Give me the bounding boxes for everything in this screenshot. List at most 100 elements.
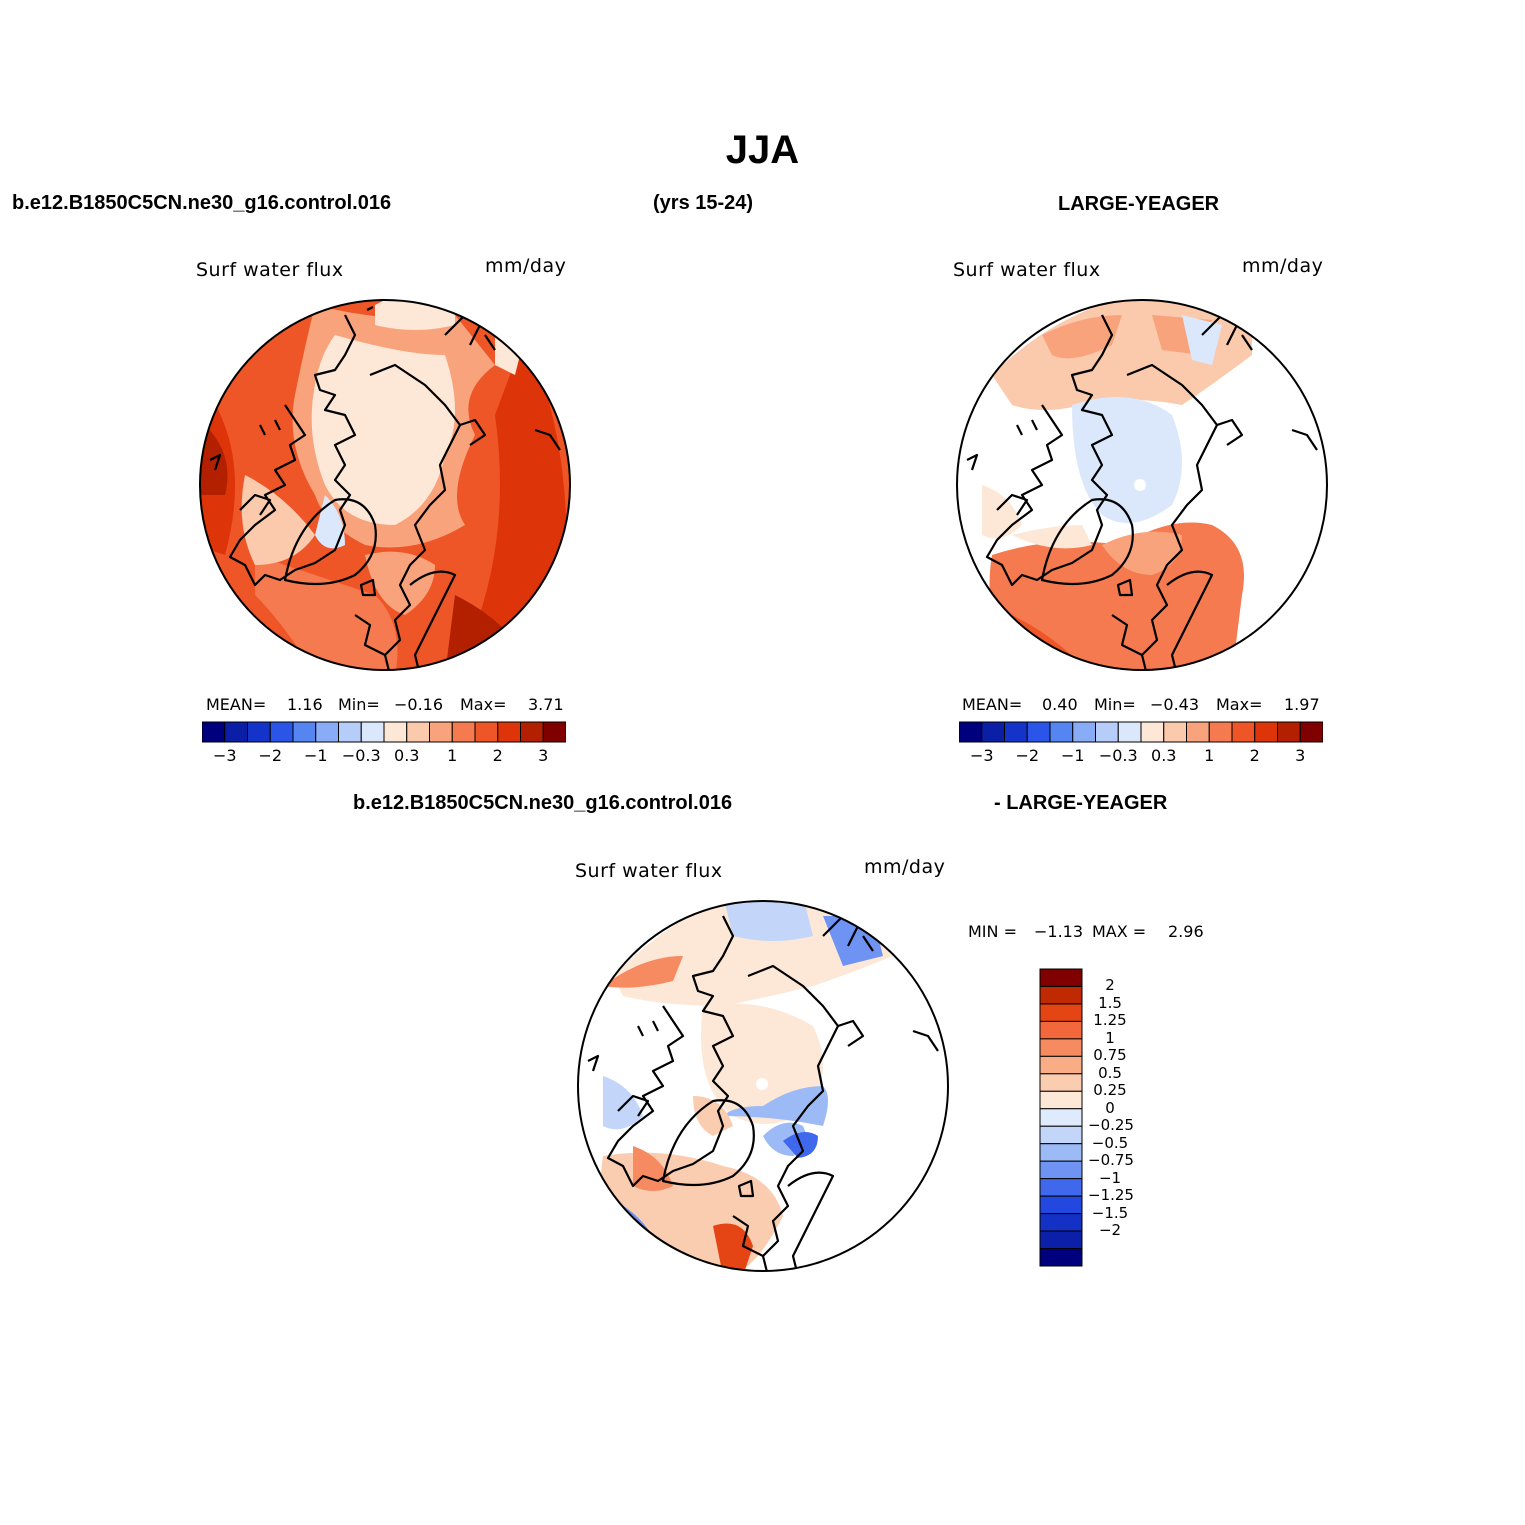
model-max-value: 3.71 xyxy=(528,695,564,714)
colorbar-tick-label: −3 xyxy=(969,746,994,765)
colorbar-tick-label: −1.5 xyxy=(1091,1203,1129,1222)
colorbar-swatch xyxy=(1277,721,1301,743)
model-colorbar xyxy=(202,721,566,743)
colorbar-swatch xyxy=(1072,721,1096,743)
colorbar-swatch xyxy=(1117,721,1142,743)
colorbar-swatch xyxy=(474,721,499,743)
colorbar-swatch xyxy=(383,721,408,743)
colorbar-swatch xyxy=(1039,985,1083,1005)
colorbar-swatch xyxy=(1254,721,1278,743)
colorbar-tick-label: −1 xyxy=(303,746,328,765)
colorbar-swatch xyxy=(1039,1230,1083,1250)
colorbar-tick-label: 1 xyxy=(447,746,458,765)
colorbar-swatch xyxy=(451,721,476,743)
colorbar-tick-label: 0.25 xyxy=(1093,1081,1127,1100)
colorbar-tick-label: −3 xyxy=(212,746,237,765)
model-min-label: Min= xyxy=(338,695,380,714)
colorbar-tick-label: 2 xyxy=(492,746,503,765)
colorbar-tick-label: 0 xyxy=(1105,1098,1115,1117)
colorbar-swatch xyxy=(1039,1038,1083,1057)
colorbar-swatch xyxy=(406,721,430,743)
diff-colorbar-labels: 2 1.5 1.25 1 0.75 0.5 0.25 0 −0.25 −0.5 −0.75 −1 −1.… xyxy=(1088,968,1158,1269)
colorbar-tick-label: 1 xyxy=(1105,1028,1115,1047)
colorbar-tick-label: −1.25 xyxy=(1088,1186,1134,1205)
model-polar-map xyxy=(199,299,571,671)
colorbar-tick-label: 0.75 xyxy=(1093,1046,1127,1065)
colorbar-swatch xyxy=(1095,721,1119,743)
season-title: JJA xyxy=(725,128,800,172)
colorbar-tick-label: 3 xyxy=(538,746,549,765)
colorbar-tick-label: 1 xyxy=(1204,746,1215,765)
colorbar-tick-label: −1 xyxy=(1098,1168,1122,1187)
colorbar-swatch xyxy=(1186,721,1210,743)
colorbar-swatch xyxy=(1026,721,1051,743)
obs-colorbar-labels: −3 −2 −1 −0.3 0.3 1 2 3 xyxy=(959,746,1323,768)
colorbar-swatch xyxy=(1049,721,1074,743)
colorbar-tick-label: 1.25 xyxy=(1093,1011,1127,1030)
colorbar-swatch xyxy=(202,721,226,743)
colorbar-swatch xyxy=(1004,721,1028,743)
colorbar-swatch xyxy=(292,721,317,743)
colorbar-swatch xyxy=(497,721,521,743)
colorbar-swatch xyxy=(1039,1125,1083,1145)
colorbar-swatch xyxy=(542,721,566,743)
colorbar-swatch xyxy=(1039,968,1083,987)
model-colorbar-labels: −3 −2 −1 −0.3 0.3 1 2 3 xyxy=(202,746,566,768)
colorbar-swatch xyxy=(1039,1090,1083,1110)
case-name-label: b.e12.B1850C5CN.ne30_g16.control.016 xyxy=(12,192,392,214)
colorbar-tick-label: 0.5 xyxy=(1098,1063,1122,1082)
colorbar-swatch xyxy=(1299,721,1323,743)
colorbar-tick-label: −0.75 xyxy=(1088,1151,1134,1170)
diff-ref-label: - LARGE-YEAGER xyxy=(994,792,1168,814)
colorbar-tick-label: −0.5 xyxy=(1091,1133,1129,1152)
colorbar-swatch xyxy=(981,721,1005,743)
colorbar-swatch xyxy=(338,721,362,743)
diff-max-value: 2.96 xyxy=(1168,922,1204,941)
colorbar-tick-label: 0.3 xyxy=(394,746,420,765)
diff-colorbar xyxy=(1039,968,1083,1267)
colorbar-swatch xyxy=(1039,1073,1083,1092)
colorbar-swatch xyxy=(247,721,271,743)
colorbar-swatch xyxy=(1039,1020,1083,1040)
colorbar-swatch xyxy=(1039,1248,1083,1267)
diff-case-label: b.e12.B1850C5CN.ne30_g16.control.016 xyxy=(353,792,733,814)
colorbar-swatch xyxy=(1039,1195,1083,1215)
diff-max-label: MAX = xyxy=(1092,922,1147,941)
colorbar-tick-label: −1 xyxy=(1060,746,1085,765)
diff-polar-map xyxy=(577,900,949,1272)
colorbar-tick-label: 2 xyxy=(1249,746,1260,765)
colorbar-swatch xyxy=(1039,1213,1083,1232)
colorbar-swatch xyxy=(1039,1003,1083,1022)
colorbar-swatch xyxy=(315,721,339,743)
obs-colorbar xyxy=(959,721,1323,743)
colorbar-swatch xyxy=(1140,721,1165,743)
model-max-label: Max= xyxy=(460,695,507,714)
model-mean-value: 1.16 xyxy=(287,695,323,714)
colorbar-swatch xyxy=(959,721,983,743)
obs-mean-value: 0.40 xyxy=(1042,695,1078,714)
colorbar-swatch xyxy=(520,721,544,743)
colorbar-tick-label: −0.3 xyxy=(1098,746,1138,765)
obs-max-value: 1.97 xyxy=(1284,695,1320,714)
colorbar-swatch xyxy=(1039,1160,1083,1180)
years-label: (yrs 15-24) xyxy=(653,192,754,214)
colorbar-swatch xyxy=(1039,1055,1083,1075)
obs-max-label: Max= xyxy=(1216,695,1263,714)
colorbar-swatch xyxy=(1039,1178,1083,1197)
diff-variable-label: Surf water flux xyxy=(575,860,723,882)
colorbar-swatch xyxy=(1208,721,1233,743)
colorbar-tick-label: 3 xyxy=(1295,746,1306,765)
model-min-value: −0.16 xyxy=(394,695,444,714)
obs-polar-map xyxy=(956,299,1328,671)
colorbar-swatch xyxy=(1163,721,1187,743)
obs-variable-label: Surf water flux xyxy=(953,259,1101,281)
colorbar-swatch xyxy=(269,721,294,743)
colorbar-tick-label: −2 xyxy=(258,746,283,765)
colorbar-tick-label: −0.25 xyxy=(1088,1116,1134,1135)
colorbar-tick-label: −2 xyxy=(1098,1221,1122,1240)
colorbar-swatch xyxy=(1039,1143,1083,1162)
colorbar-tick-label: −2 xyxy=(1015,746,1040,765)
model-mean-label: MEAN= xyxy=(206,695,267,714)
colorbar-swatch xyxy=(1231,721,1256,743)
